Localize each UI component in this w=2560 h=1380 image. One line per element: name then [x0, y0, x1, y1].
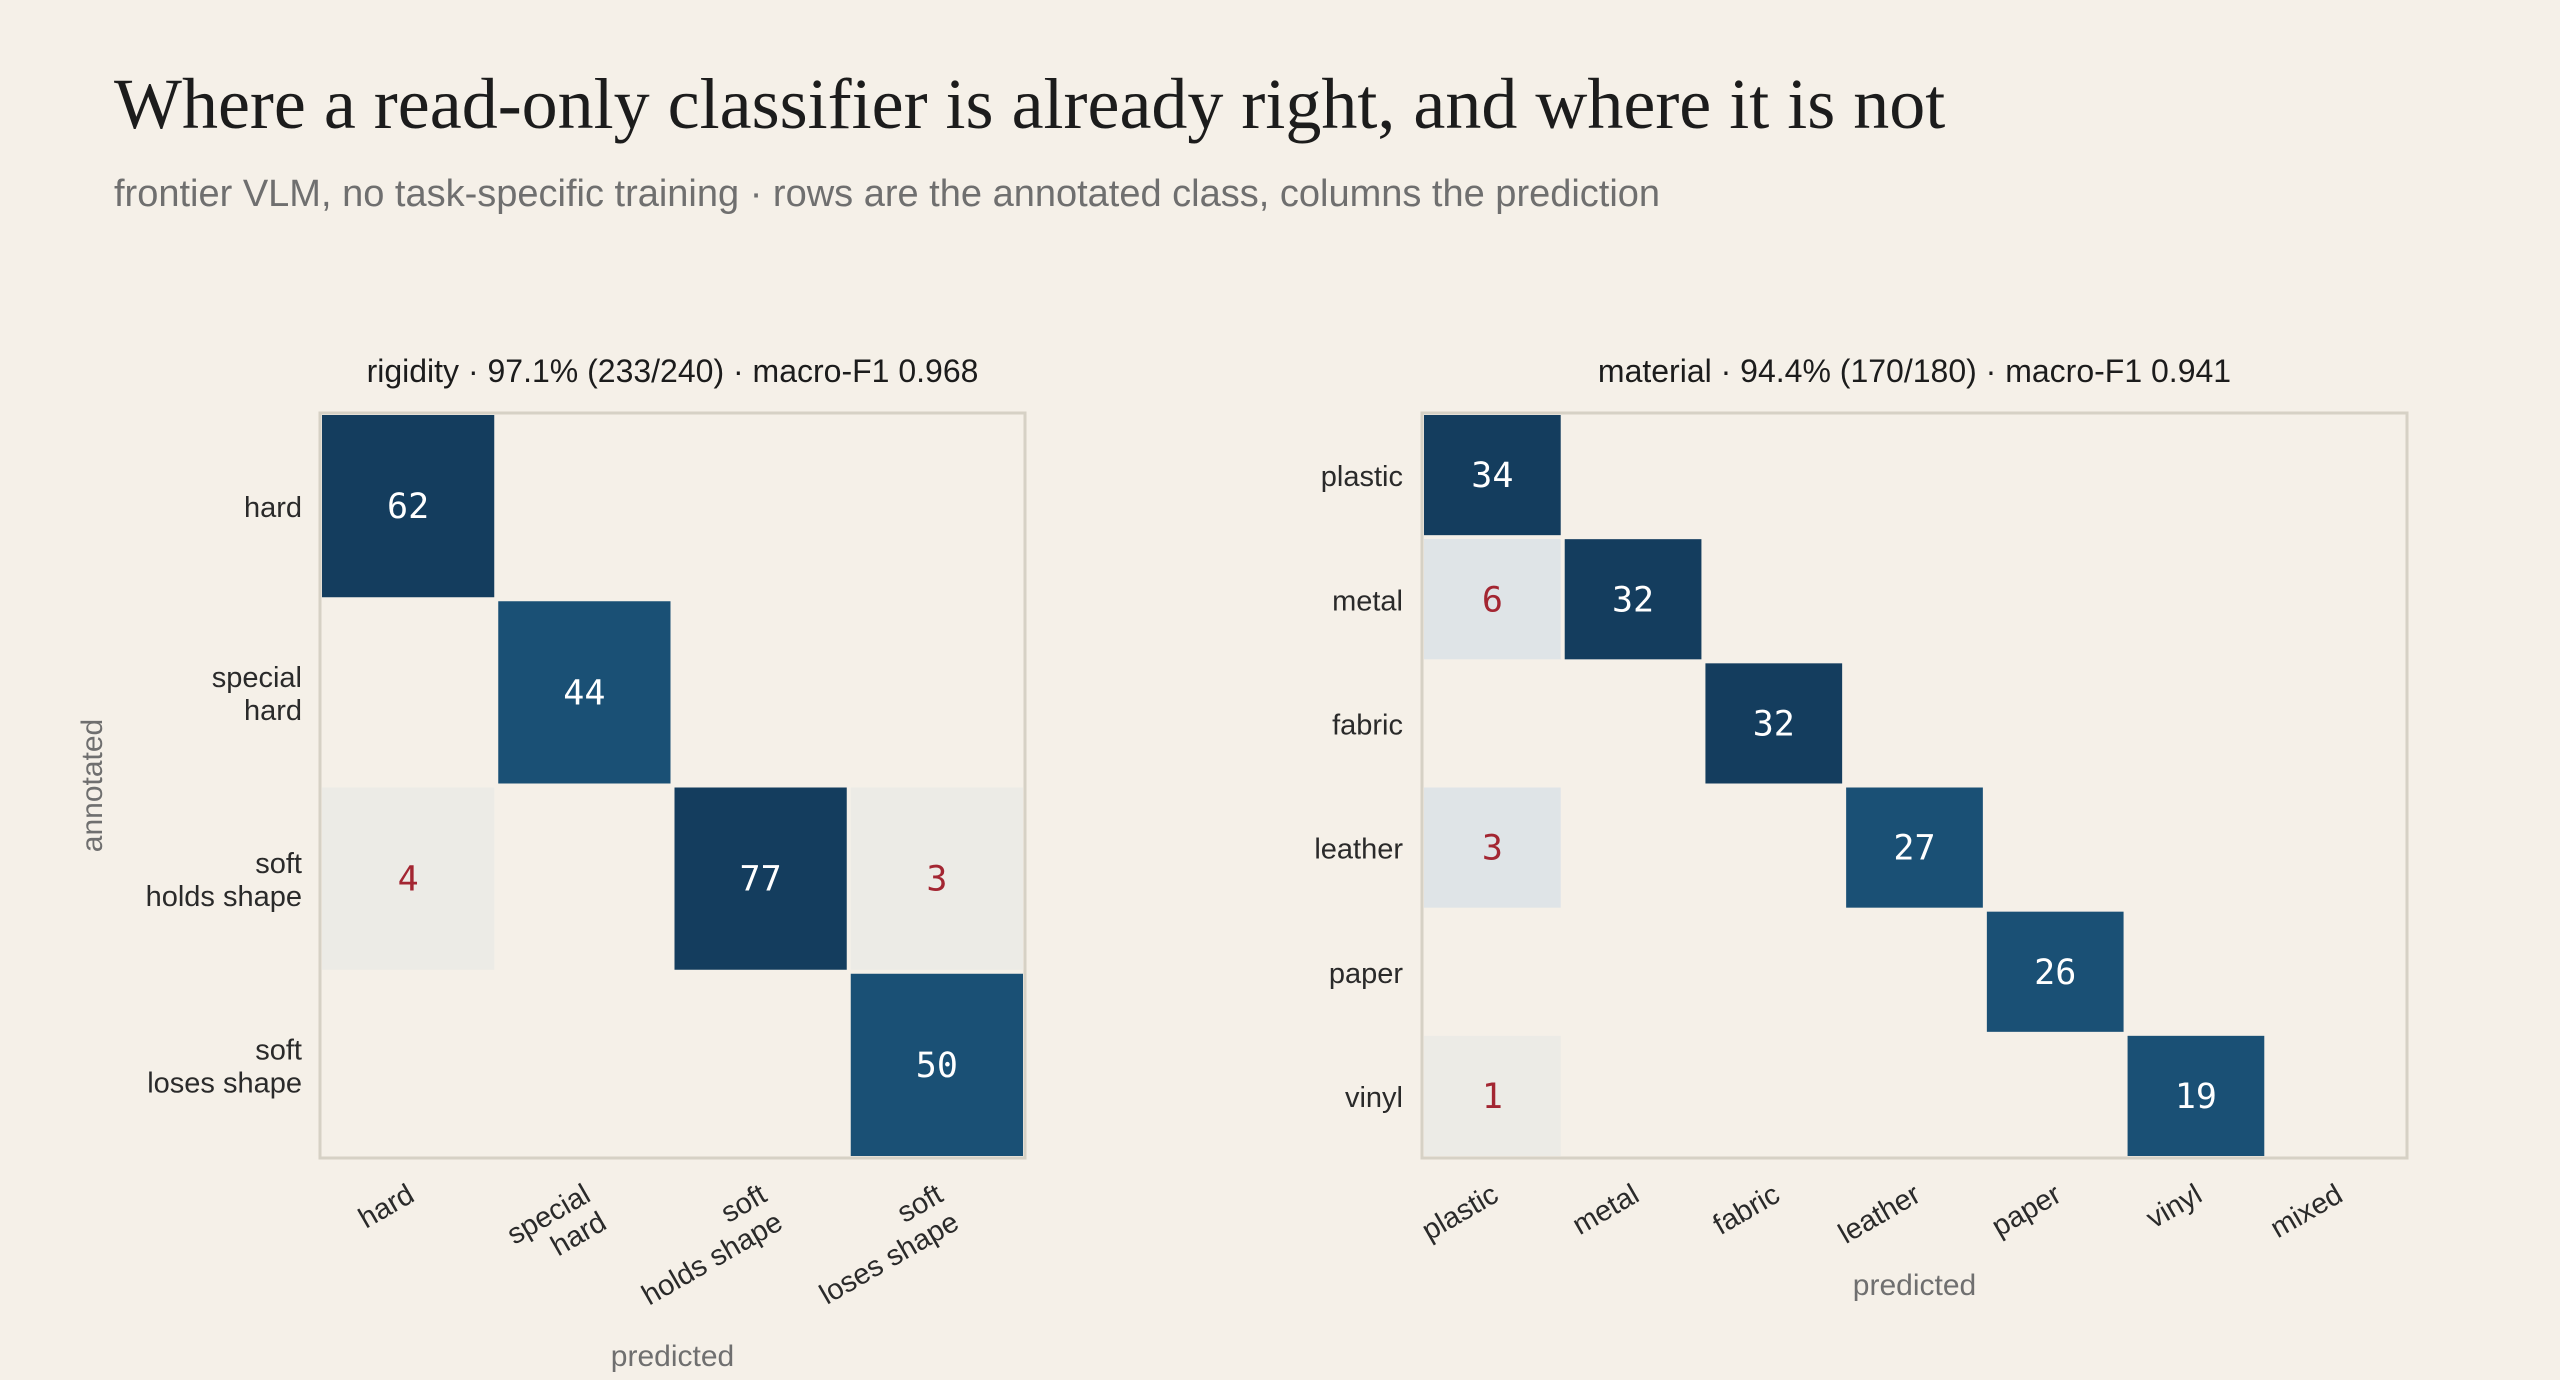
x-axis-label: predicted [611, 1340, 734, 1373]
col-tick-label: paper [1986, 1178, 2067, 1243]
page-title: Where a read-only classifier is already … [114, 64, 1946, 144]
cell-value-label: 77 [740, 860, 782, 900]
heatmap-cell [1424, 539, 1561, 660]
heatmap-cell [850, 787, 1023, 970]
cell-value-label: 4 [398, 860, 419, 900]
heatmap-cell [1424, 1035, 1561, 1156]
row-tick-label: special hard [212, 662, 302, 727]
col-tick-label: softloses shape [798, 1178, 964, 1311]
cell-value-label: 27 [1893, 829, 1935, 869]
col-tick-label: specialhard [502, 1178, 612, 1279]
heatmap-cell [322, 787, 495, 970]
cell-value-label: 50 [916, 1046, 958, 1086]
cell-value-label: 3 [1482, 829, 1503, 869]
heatmap-cell [850, 973, 1023, 1156]
x-axis-label: predicted [1853, 1269, 1976, 1302]
cell-value-label: 6 [1482, 580, 1503, 620]
chart-title: rigidity · 97.1% (233/240) · macro-F1 0.… [367, 353, 979, 389]
heatmap-1: material · 94.4% (170/180) · macro-F1 0.… [1314, 353, 2409, 1302]
heatmap-cell [2127, 1035, 2265, 1156]
heatmap-cell [322, 415, 495, 598]
cell-value-label: 1 [1482, 1077, 1503, 1117]
col-tick-label: metal [1567, 1178, 1644, 1241]
heatmap-cell [1424, 415, 1561, 536]
heatmap-cell [1846, 787, 1983, 908]
heatmap-cell [1564, 539, 1702, 660]
heatmap-0: rigidity · 97.1% (233/240) · macro-F1 0.… [76, 353, 1027, 1373]
y-axis-label: annotated [76, 719, 109, 852]
chart-title: material · 94.4% (170/180) · macro-F1 0.… [1598, 353, 2231, 389]
row-tick-label: plastic [1321, 461, 1403, 493]
row-tick-label: soft loses shape [147, 1034, 302, 1099]
col-tick-label: hard [353, 1178, 419, 1235]
col-tick-label: vinyl [2141, 1178, 2207, 1235]
cell-value-label: 19 [2175, 1077, 2217, 1117]
row-tick-label: leather [1314, 834, 1403, 866]
heatmap-cell [1705, 663, 1843, 784]
page-subtitle: frontier VLM, no task-specific training … [114, 173, 1661, 215]
col-tick-label: fabric [1708, 1178, 1785, 1241]
row-tick-label: soft holds shape [146, 848, 302, 913]
cell-value-label: 32 [1753, 704, 1795, 744]
cell-value-label: 34 [1471, 456, 1513, 496]
col-tick-label: softholds shape [621, 1178, 788, 1312]
heatmap-cell [674, 787, 847, 970]
col-tick-label: mixed [2265, 1178, 2348, 1244]
cell-value-label: 62 [387, 487, 429, 527]
col-tick-label: leather [1833, 1178, 1926, 1250]
heatmap-cell [498, 601, 671, 784]
row-tick-label: fabric [1332, 709, 1403, 741]
cell-value-label: 26 [2034, 953, 2076, 993]
plot-frame [1420, 411, 2409, 1160]
row-tick-label: hard [244, 492, 302, 524]
heatmap-cell [1986, 911, 2124, 1032]
heatmap-cell [1424, 787, 1561, 908]
cell-value-label: 32 [1612, 580, 1654, 620]
cell-value-label: 44 [563, 673, 605, 713]
row-tick-label: vinyl [1345, 1082, 1403, 1114]
row-tick-label: metal [1332, 585, 1403, 617]
col-tick-label: plastic [1417, 1178, 1504, 1247]
plot-frame [318, 411, 1027, 1160]
cell-value-label: 3 [926, 860, 947, 900]
row-tick-label: paper [1329, 958, 1404, 990]
